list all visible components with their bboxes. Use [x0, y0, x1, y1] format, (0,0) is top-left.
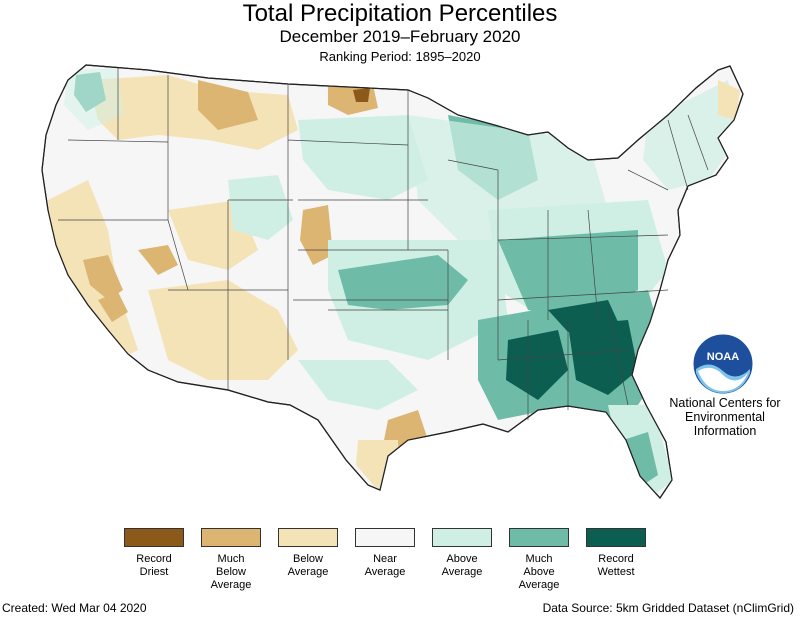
legend-swatch [278, 528, 338, 547]
legend-swatch [201, 528, 261, 547]
agency-name: National Centers for Environmental Infor… [660, 396, 790, 438]
state-boundaries [58, 68, 709, 420]
legend-swatch [509, 528, 569, 547]
legend-item-above-average: Above Average [426, 528, 498, 579]
legend-item-much-above-average: Much Above Average [503, 528, 575, 592]
legend-label: Record Wettest [597, 553, 635, 578]
us-border [41, 64, 744, 499]
legend-label: Below Average [287, 553, 329, 578]
legend-item-record-driest: Record Driest [118, 528, 190, 579]
agency-line-2: Environmental [685, 410, 765, 424]
legend-swatch [432, 528, 492, 547]
legend-label: Much Above Average [518, 553, 560, 591]
map-title: Total Precipitation Percentiles [242, 0, 558, 27]
map-period: December 2019–February 2020 [279, 27, 521, 46]
legend-item-much-below-average: Much Below Average [195, 528, 267, 592]
legend-swatch [355, 528, 415, 547]
legend-item-record-wettest: Record Wettest [580, 528, 652, 579]
legend-label: Record Driest [136, 553, 172, 578]
noaa-logo-icon: NOAA [692, 333, 754, 395]
data-source: Data Source: 5km Gridded Dataset (nClimG… [542, 601, 794, 615]
ranking-period: Ranking Period: 1895–2020 [319, 49, 481, 64]
percentile-legend: Record Driest Much Below Average Below A… [118, 528, 658, 598]
legend-item-near-average: Near Average [349, 528, 421, 579]
agency-line-3: Information [693, 424, 757, 438]
legend-swatch [586, 528, 646, 547]
agency-line-1: National Centers for [669, 396, 781, 410]
created-date: Created: Wed Mar 04 2020 [2, 601, 147, 615]
legend-swatch [124, 528, 184, 547]
legend-label: Much Below Average [210, 553, 252, 591]
noaa-logo-text: NOAA [707, 351, 739, 363]
legend-item-below-average: Below Average [272, 528, 344, 579]
legend-label: Near Average [364, 553, 406, 578]
us-precipitation-map [41, 64, 744, 499]
legend-label: Above Average [441, 553, 483, 578]
